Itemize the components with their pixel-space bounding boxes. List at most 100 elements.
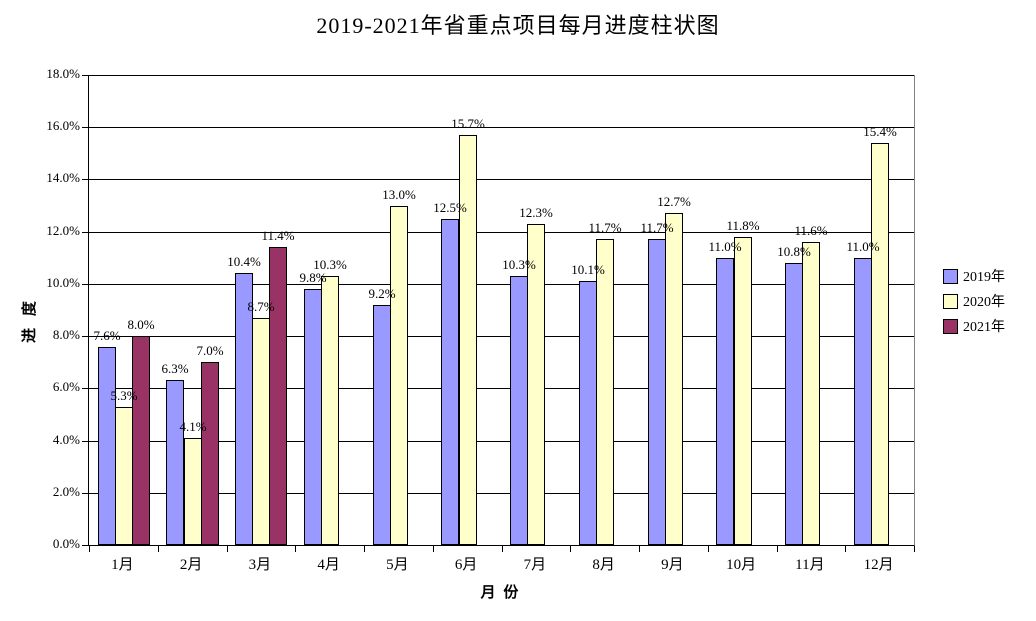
x-tick-label-m8: 8月 (592, 557, 615, 573)
bar-label-2019-m6: 12.5% (433, 200, 467, 215)
x-tick-label-m1: 1月 (111, 557, 134, 573)
bar-2020-m9 (665, 213, 683, 545)
y-tick-label: 18.0% (46, 66, 80, 81)
bar-label-2019-m12: 11.0% (846, 239, 880, 254)
bar-label-2020-m9: 12.7% (657, 194, 691, 209)
y-axis-tick (82, 127, 89, 129)
y-tick-label: 4.0% (52, 431, 80, 447)
bar-2020-m10 (734, 237, 752, 545)
gridline (89, 283, 914, 285)
bar-2019-m12 (854, 258, 872, 545)
y-tick-label: 6.0% (52, 379, 80, 395)
x-axis-tick (226, 546, 228, 552)
bar-label-2020-m12: 15.4% (863, 124, 897, 139)
y-axis-tick (82, 283, 89, 285)
bar-label-2020-m11: 11.6% (794, 223, 828, 238)
gridline (89, 231, 914, 233)
x-axis-tick (89, 546, 90, 552)
gridline (89, 179, 914, 181)
bar-label-2019-m10: 11.0% (708, 239, 742, 254)
legend-item-2019: 2019年 (943, 266, 1005, 286)
bar-2019-m1 (98, 347, 116, 545)
bar-label-2019-m8: 10.1% (571, 262, 605, 277)
bar-2019-m9 (648, 239, 666, 545)
legend: 2019年 2020年 2021年 (943, 266, 1005, 341)
bar-label-2019-m9: 11.7% (640, 220, 674, 235)
bar-label-2020-m3: 8.7% (247, 299, 275, 314)
bar-label-2019-m3: 10.4% (227, 254, 261, 269)
bar-label-2020-m5: 13.0% (382, 187, 416, 202)
x-axis-tick (776, 546, 778, 552)
y-tick-label: 8.0% (52, 327, 80, 343)
x-tick-label-m11: 11月 (795, 557, 825, 573)
x-tick-label-m7: 7月 (523, 557, 547, 573)
x-tick-label-m5: 5月 (386, 557, 409, 573)
bar-2019-m10 (716, 258, 734, 545)
x-axis-tick (914, 546, 915, 552)
bar-2020-m4 (321, 276, 339, 545)
y-tick-label: 16.0% (46, 118, 80, 134)
y-tick-label: 14.0% (46, 170, 80, 186)
x-axis-tick (295, 546, 297, 552)
x-axis-tick (501, 546, 503, 552)
bar-label-2019-m7: 10.3% (502, 257, 536, 272)
x-axis-tick (157, 546, 159, 552)
bar-label-2020-m2: 4.1% (179, 419, 207, 434)
bar-2020-m6 (459, 135, 477, 545)
gridline (89, 336, 914, 338)
bar-2020-m7 (527, 224, 545, 545)
gridline (89, 440, 914, 442)
bar-2021-m1 (132, 336, 150, 545)
bar-2020-m5 (390, 206, 408, 545)
x-tick-label-m3: 3月 (248, 557, 272, 573)
y-tick-label: 2.0% (52, 483, 80, 499)
y-tick-label: 12.0% (46, 222, 80, 238)
legend-label: 2019年 (963, 270, 1005, 285)
bar-label-2020-m4: 10.3% (313, 257, 347, 272)
bar-2019-m7 (510, 276, 528, 545)
x-tick-label-m4: 4月 (317, 557, 340, 573)
legend-label: 2020年 (963, 295, 1005, 310)
x-axis-tick (432, 546, 434, 552)
bar-label-2021-m2: 7.0% (196, 343, 224, 358)
x-tick-label-m6: 6月 (454, 557, 478, 573)
x-axis-title: 月 份 (480, 585, 521, 601)
y-axis-tick (82, 231, 89, 233)
bar-2020-m1 (115, 407, 133, 545)
bar-2019-m6 (441, 219, 459, 545)
bar-2019-m4 (304, 289, 322, 545)
bar-2020-m8 (596, 239, 614, 545)
legend-item-2021: 2021年 (943, 316, 1005, 336)
x-tick-label-m2: 2月 (179, 557, 203, 573)
x-tick-label-m12: 12月 (863, 557, 894, 573)
bar-label-2019-m1: 7.6% (93, 328, 121, 343)
legend-swatch-icon (943, 318, 958, 334)
x-tick-label-m9: 9月 (661, 557, 684, 573)
x-axis-tick (845, 546, 847, 552)
y-tick-label: 10.0% (46, 274, 80, 290)
bar-label-2020-m1: 5.3% (110, 388, 138, 403)
bar-label-2020-m10: 11.8% (726, 218, 760, 233)
bar-label-2019-m2: 6.3% (161, 361, 189, 376)
bar-2020-m2 (184, 438, 202, 545)
x-axis-tick (707, 546, 709, 552)
bar-2020-m11 (802, 242, 820, 545)
plot-area: 7.6% 6.3% 10.4% 9.8% 9.2% 12.5% 10.3% 10.1% 11.7… (82, 75, 915, 552)
y-axis-tick (82, 545, 89, 546)
bar-2019-m11 (785, 263, 803, 545)
bar-label-2019-m5: 9.2% (368, 286, 396, 301)
bar-label-2019-m4: 9.8% (299, 270, 327, 285)
bar-2020-m12 (871, 143, 889, 545)
bar-2019-m8 (579, 281, 597, 545)
bar-2021-m2 (201, 362, 219, 545)
bar-label-2020-m8: 11.7% (588, 220, 622, 235)
y-axis-tick (82, 492, 89, 494)
bar-label-2021-m3: 11.4% (261, 228, 295, 243)
y-axis-tick (82, 179, 89, 181)
gridline (89, 492, 914, 494)
x-axis-tick (364, 546, 365, 552)
legend-label: 2021年 (963, 320, 1005, 335)
bar-2019-m5 (373, 305, 391, 545)
bar-label-2020-m6: 15.7% (451, 116, 485, 131)
